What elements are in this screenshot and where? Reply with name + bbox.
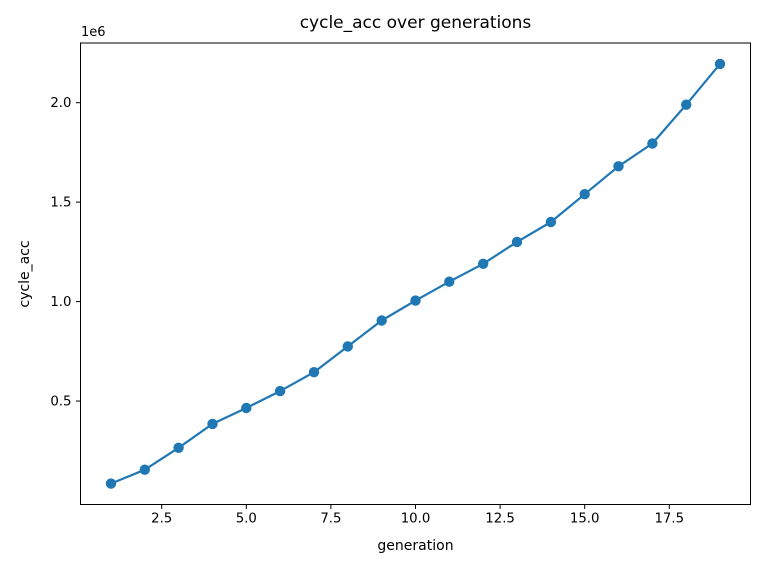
data-point-marker <box>342 341 353 352</box>
x-tick-label: 7.5 <box>320 512 341 527</box>
data-point-marker <box>613 161 624 172</box>
axes-spines <box>80 42 751 505</box>
data-point-marker <box>173 442 184 453</box>
data-point-marker <box>545 216 557 228</box>
x-tick-label: 12.5 <box>485 512 515 527</box>
data-point-marker <box>444 276 455 287</box>
y-tick-label: 1.0 <box>50 295 71 310</box>
data-point-marker <box>478 258 489 269</box>
data-point-marker <box>376 315 387 326</box>
y-tick-label: 1.5 <box>50 196 71 211</box>
line-series <box>109 62 722 485</box>
data-point-marker <box>579 189 590 200</box>
y-axis-offset-label: 1e6 <box>81 25 106 40</box>
data-point-marker <box>681 99 692 110</box>
y-axis-label: cycle_acc <box>17 240 33 308</box>
data-point-marker <box>410 295 421 306</box>
data-point-marker <box>511 236 523 248</box>
data-point-marker <box>105 478 117 489</box>
x-tick-label: 5.0 <box>236 512 257 527</box>
x-tick-label: 17.5 <box>654 512 684 527</box>
x-axis-label: generation <box>377 538 454 554</box>
x-tick-label: 10.0 <box>401 512 431 527</box>
data-point-marker <box>207 418 218 430</box>
data-point-marker <box>274 385 286 397</box>
data-point-marker <box>241 402 252 414</box>
x-tick-label: 2.5 <box>151 512 172 527</box>
y-tick-label: 2.0 <box>50 96 71 111</box>
data-point-marker <box>139 464 150 475</box>
y-tick-label: 0.5 <box>50 395 71 410</box>
data-point-marker <box>714 58 726 70</box>
x-tick-label: 15.0 <box>570 512 600 527</box>
chart-title: cycle_acc over generations <box>299 13 532 33</box>
data-point-marker <box>647 138 658 149</box>
data-point-marker <box>308 367 320 378</box>
